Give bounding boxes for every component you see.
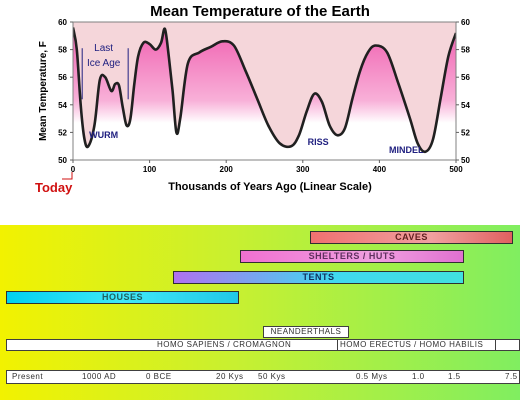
y-axis-left: 50 52 54 56 58 60: [58, 18, 73, 165]
homo-sapiens-label: HOMO SAPIENS / CROMAGNON: [157, 340, 292, 349]
annotation-mindel: MINDEL: [389, 145, 424, 155]
annotation-last: Last: [94, 43, 113, 54]
y-tick-label-left: 56: [58, 73, 67, 82]
bar-houses: HOUSES: [6, 291, 239, 304]
x-tick-label: 500: [449, 165, 463, 174]
y-tick-label-right: 58: [461, 46, 470, 55]
today-arrow: [62, 172, 73, 180]
scale-1000ad: 1000 AD: [82, 372, 117, 381]
plot-border: [72, 21, 457, 161]
annotation-ice-age: Ice Age: [87, 58, 121, 69]
scale-0-5mys: 0.5 Mys: [356, 372, 388, 381]
x-tick-label: 400: [373, 165, 387, 174]
y-tick-label-left: 52: [58, 128, 67, 137]
y-tick-label-right: 56: [461, 73, 470, 82]
scale-7-5: 7.5: [505, 372, 518, 381]
y-tick-label-right: 52: [461, 128, 470, 137]
human-timeline: CAVES SHELTERS / HUTS TENTS HOUSES NEAND…: [0, 225, 520, 400]
bar-caves: CAVES: [310, 231, 513, 244]
y-axis-right: 50 52 54 56 58 60: [456, 18, 470, 165]
y-tick-label-right: 54: [461, 101, 470, 110]
bar-shelters-huts: SHELTERS / HUTS: [240, 250, 464, 263]
time-scale: Present 1000 AD 0 BCE 20 Kys 50 Kys 0.5 …: [6, 370, 520, 384]
temperature-chart: Mean Temperature of the Earth 50 52 54 56 58…: [35, 3, 470, 195]
temperature-curve: [73, 27, 456, 154]
x-tick-label: 300: [296, 165, 310, 174]
chart-title: Mean Temperature of the Earth: [150, 3, 370, 20]
scale-present: Present: [12, 372, 44, 381]
y-tick-label-left: 50: [58, 156, 67, 165]
y-tick-label-left: 60: [58, 18, 67, 27]
last-ice-age-bracket: [81, 48, 129, 100]
scale-0bce: 0 BCE: [146, 372, 172, 381]
scale-1-0: 1.0: [412, 372, 425, 381]
species-divider-end: [495, 340, 496, 350]
scale-20kys: 20 Kys: [216, 372, 244, 381]
y-axis-label: Mean Temperature, F: [38, 41, 49, 141]
annotation-riss: RISS: [308, 137, 329, 147]
x-axis: 0 100 200 300 400 500: [71, 160, 463, 174]
x-tick-label: 100: [143, 165, 157, 174]
homo-erectus-label: HOMO ERECTUS / HOMO HABILIS: [340, 340, 484, 349]
scale-1-5: 1.5: [448, 372, 461, 381]
x-tick-label: 200: [220, 165, 234, 174]
bar-tents: TENTS: [173, 271, 464, 284]
y-tick-label-right: 50: [461, 156, 470, 165]
y-tick-label-right: 60: [461, 18, 470, 27]
x-axis-label: Thousands of Years Ago (Linear Scale): [168, 181, 372, 193]
species-box: HOMO SAPIENS / CROMAGNON HOMO ERECTUS / …: [6, 339, 520, 351]
neanderthals-box: NEANDERTHALS: [263, 326, 349, 338]
y-tick-label-left: 54: [58, 101, 67, 110]
species-divider: [337, 340, 338, 350]
chart-annotations: Last Ice Age WURM RISS MINDEL: [87, 43, 424, 155]
today-label: Today: [35, 180, 73, 195]
y-tick-label-left: 58: [58, 46, 67, 55]
scale-50kys: 50 Kys: [258, 372, 286, 381]
x-tick-label: 0: [71, 165, 76, 174]
annotation-wurm: WURM: [89, 130, 118, 140]
